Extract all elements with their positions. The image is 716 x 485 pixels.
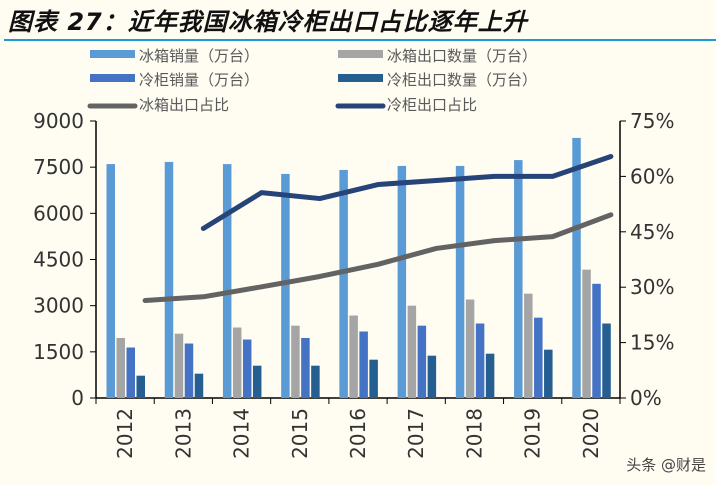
x-tick-label: 2013 xyxy=(171,408,195,459)
bar-2014 xyxy=(222,164,232,398)
x-tick-label: 2015 xyxy=(288,408,312,459)
bar-2012 xyxy=(126,347,135,398)
left-tick-label: 4500 xyxy=(33,248,84,272)
legend-label: 冷柜销量（万台） xyxy=(139,71,259,89)
bar-2013 xyxy=(164,161,174,398)
bar-2019 xyxy=(544,349,553,398)
bar-2017 xyxy=(397,165,407,398)
right-tick-label: 75% xyxy=(630,109,674,133)
x-tick-label: 2018 xyxy=(462,408,486,459)
x-tick-label: 2014 xyxy=(230,408,254,459)
bar-2019 xyxy=(524,293,533,398)
x-tick-label: 2012 xyxy=(113,408,137,459)
legend-label: 冷柜出口占比 xyxy=(387,96,477,114)
bar-2014 xyxy=(242,339,252,398)
legend-label: 冰箱出口数量（万台） xyxy=(387,47,537,65)
bar-2016 xyxy=(359,331,368,398)
bar-2014 xyxy=(252,365,262,398)
right-tick-label: 45% xyxy=(630,220,674,244)
legend-label: 冰箱销量（万台） xyxy=(139,47,259,65)
right-tick-label: 30% xyxy=(630,275,674,299)
line-series xyxy=(142,212,614,303)
bar-2020 xyxy=(572,137,581,398)
bar-2019 xyxy=(534,317,543,398)
bar-2017 xyxy=(417,325,427,398)
x-tick-label: 2017 xyxy=(404,408,428,459)
line-series xyxy=(200,153,614,231)
left-tick-label: 7500 xyxy=(33,155,84,179)
bar-2020 xyxy=(602,323,611,398)
left-tick-label: 0 xyxy=(71,386,84,410)
right-tick-label: 15% xyxy=(630,331,674,355)
bar-2012 xyxy=(136,375,145,398)
bar-2013 xyxy=(174,333,184,398)
title-divider xyxy=(4,39,716,41)
left-tick-label: 3000 xyxy=(33,294,84,318)
bar-2018 xyxy=(465,299,475,398)
bar-2012 xyxy=(106,164,115,398)
bar-2018 xyxy=(475,323,485,398)
legend-swatch xyxy=(338,74,383,82)
chart-title: 图表 27：近年我国冰箱冷柜出口占比逐年上升 xyxy=(8,8,528,36)
bar-2013 xyxy=(194,373,204,398)
bar-2017 xyxy=(427,355,437,398)
right-tick-label: 60% xyxy=(630,164,674,188)
watermark: 头条 @财是 xyxy=(626,456,706,474)
x-tick-label: 2016 xyxy=(346,408,370,459)
bar-2016 xyxy=(339,169,348,398)
bar-2015 xyxy=(311,365,320,398)
left-tick-label: 9000 xyxy=(33,109,84,133)
legend-label: 冷柜出口数量（万台） xyxy=(387,71,537,89)
bar-2012 xyxy=(116,337,125,398)
left-tick-label: 6000 xyxy=(33,201,84,225)
bar-2018 xyxy=(455,165,465,398)
bar-2016 xyxy=(369,359,378,398)
x-tick-label: 2019 xyxy=(521,408,545,459)
bar-2015 xyxy=(291,325,300,398)
bar-2014 xyxy=(232,327,242,398)
legend-swatch xyxy=(338,50,383,58)
bar-2020 xyxy=(592,283,601,398)
bar-2013 xyxy=(184,343,194,398)
bar-2019 xyxy=(514,160,523,398)
bar-2015 xyxy=(281,173,290,398)
bar-2015 xyxy=(301,337,310,398)
right-tick-label: 0% xyxy=(630,386,662,410)
left-tick-label: 1500 xyxy=(33,340,84,364)
x-tick-label: 2020 xyxy=(579,408,603,459)
bar-2017 xyxy=(407,305,417,398)
legend-swatch xyxy=(90,50,135,58)
bar-2016 xyxy=(349,315,358,398)
legend-swatch xyxy=(90,74,135,82)
bar-2018 xyxy=(485,353,495,398)
bar-2020 xyxy=(582,269,591,398)
legend-label: 冰箱出口占比 xyxy=(139,96,229,114)
